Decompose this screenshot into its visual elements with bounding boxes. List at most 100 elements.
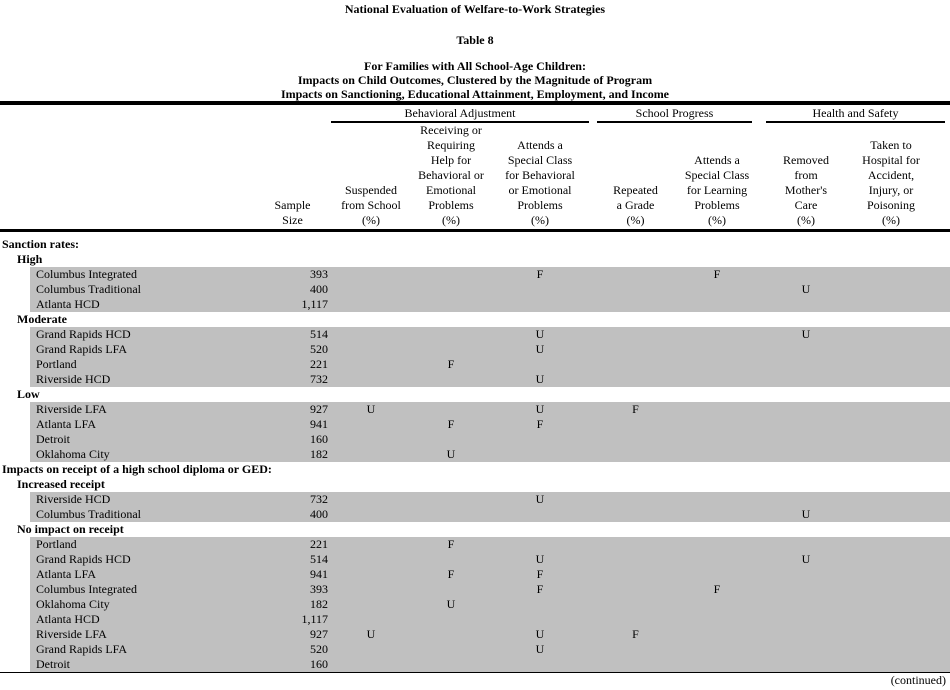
mark-cell-attends_learn: F (713, 582, 721, 596)
table-subsection-row: Increased receipt (0, 477, 950, 492)
table-row: Portland 221 F (0, 357, 950, 372)
table-row: Atlanta LFA 941 F F (0, 567, 950, 582)
row-label: Increased receipt (17, 477, 105, 491)
document-header: National Evaluation of Welfare-to-Work S… (0, 0, 950, 101)
sample-size-cell: 941 (310, 567, 328, 581)
row-label: Columbus Integrated (36, 582, 137, 596)
row-label: Riverside LFA (36, 402, 107, 416)
row-label: Sanction rates: (2, 237, 79, 251)
column-header-repeated-grade: Repeated a Grade (%) (613, 183, 658, 227)
row-label: Grand Rapids LFA (36, 642, 128, 656)
column-header-suspended: Suspended from School (%) (341, 183, 401, 227)
mark-cell-attends_beh: U (535, 552, 545, 566)
mark-cell-attends_beh: U (535, 642, 545, 656)
sample-size-cell: 941 (310, 417, 328, 431)
row-label: Atlanta HCD (36, 612, 100, 626)
row-label: Portland (36, 537, 77, 551)
top-rule (0, 101, 950, 105)
table-subsection-row: Moderate (0, 312, 950, 327)
mark-cell-receiving: F (447, 357, 455, 371)
mark-cell-attends_beh: F (536, 417, 544, 431)
sample-size-cell: 160 (310, 657, 328, 671)
column-header-row: Sample Size Suspended from School (%) Re… (0, 123, 950, 229)
mark-cell-removed: U (801, 507, 811, 521)
row-label: High (17, 252, 43, 266)
column-header-sample-size: Sample Size (274, 198, 311, 227)
row-label: Atlanta HCD (36, 297, 100, 311)
document-title: National Evaluation of Welfare-to-Work S… (344, 2, 606, 16)
table-row: Oklahoma City 182 U (0, 597, 950, 612)
row-label: Detroit (36, 657, 70, 671)
table-row: Columbus Integrated 393 F F (0, 582, 950, 597)
table-section-row: Impacts on receipt of a high school dipl… (0, 462, 950, 477)
mark-cell-attends_beh: U (535, 342, 545, 356)
row-label: Portland (36, 357, 77, 371)
table-row: Atlanta LFA 941 F F (0, 417, 950, 432)
mark-cell-attends_beh: U (535, 372, 545, 386)
mark-cell-receiving: F (447, 417, 455, 431)
column-header-special-class-learning: Attends a Special Class for Learning Pro… (684, 153, 750, 227)
mark-cell-repeated: F (632, 627, 639, 641)
table-row: Columbus Traditional 400 U (0, 507, 950, 522)
mark-cell-removed: U (801, 282, 811, 296)
bottom-rule (0, 672, 950, 673)
column-group-behavioral-adjustment: Behavioral Adjustment (331, 107, 589, 123)
sample-size-cell: 732 (310, 492, 328, 506)
sample-size-cell: 221 (310, 537, 328, 551)
table-subtitle: For Families with All School-Age Childre… (0, 59, 950, 101)
column-header-special-class-behavior: Attends a Special Class for Behavioral o… (505, 138, 575, 227)
row-label: Grand Rapids HCD (36, 552, 131, 566)
column-group-health-and-safety: Health and Safety (766, 107, 945, 123)
table-body: Sanction rates: High Columbus Integrated 39… (0, 232, 950, 672)
column-header-removed-from-care: Removed from Mother's Care (%) (783, 153, 829, 227)
sample-size-cell: 514 (310, 552, 328, 566)
sample-size-cell: 400 (310, 282, 328, 296)
table-row: Grand Rapids HCD 514 U U (0, 552, 950, 567)
table-row: Grand Rapids LFA 520 U (0, 342, 950, 357)
row-label: Riverside HCD (36, 372, 111, 386)
table-subsection-row: Low (0, 387, 950, 402)
mark-cell-attends_beh: U (535, 402, 545, 416)
row-label: Riverside LFA (36, 627, 107, 641)
row-label: Atlanta LFA (36, 567, 97, 581)
row-label: Detroit (36, 432, 70, 446)
row-label: Riverside HCD (36, 492, 111, 506)
mark-cell-suspended: U (366, 627, 376, 641)
sample-size-cell: 1,117 (301, 612, 328, 626)
table-subsection-row: No impact on receipt (0, 522, 950, 537)
row-label: Impacts on receipt of a high school dipl… (2, 462, 272, 476)
mark-cell-receiving: F (447, 567, 455, 581)
table-row: Riverside LFA 927 U U F (0, 627, 950, 642)
row-label: Oklahoma City (36, 597, 110, 611)
mark-cell-attends_beh: U (535, 327, 545, 341)
column-header-receiving-help: Receiving or Requiring Help for Behavior… (418, 123, 484, 227)
row-label: Columbus Integrated (36, 267, 137, 281)
mark-cell-removed: U (801, 552, 811, 566)
table-row: Columbus Integrated 393 F F (0, 267, 950, 282)
sample-size-cell: 520 (310, 642, 328, 656)
sample-size-cell: 400 (310, 507, 328, 521)
table-row: Riverside HCD 732 U (0, 492, 950, 507)
row-label: Low (17, 387, 40, 401)
mark-cell-attends_learn: F (713, 267, 721, 281)
sample-size-cell: 732 (310, 372, 328, 386)
sample-size-cell: 182 (310, 597, 328, 611)
table-row: Riverside HCD 732 U (0, 372, 950, 387)
sample-size-cell: 160 (310, 432, 328, 446)
mark-cell-attends_beh: F (536, 567, 544, 581)
sample-size-cell: 182 (310, 447, 328, 461)
subtitle-line: Impacts on Child Outcomes, Clustered by … (297, 73, 653, 87)
table-section-row: Sanction rates: (0, 237, 950, 252)
table-row: Detroit 160 (0, 432, 950, 447)
mark-cell-attends_beh: U (535, 492, 545, 506)
sample-size-cell: 393 (310, 582, 328, 596)
table-subsection-row: High (0, 252, 950, 267)
table-row: Riverside LFA 927 U U F (0, 402, 950, 417)
mark-cell-attends_beh: F (536, 582, 544, 596)
column-group-row: Behavioral Adjustment School Progress He… (0, 105, 950, 123)
table-row: Portland 221 F (0, 537, 950, 552)
sample-size-cell: 393 (310, 267, 328, 281)
row-label: Columbus Traditional (36, 282, 142, 296)
column-header-taken-to-hospital: Taken to Hospital for Accident, Injury, … (862, 138, 920, 227)
